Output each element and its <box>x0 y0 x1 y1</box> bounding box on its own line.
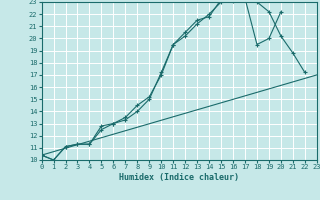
X-axis label: Humidex (Indice chaleur): Humidex (Indice chaleur) <box>119 173 239 182</box>
